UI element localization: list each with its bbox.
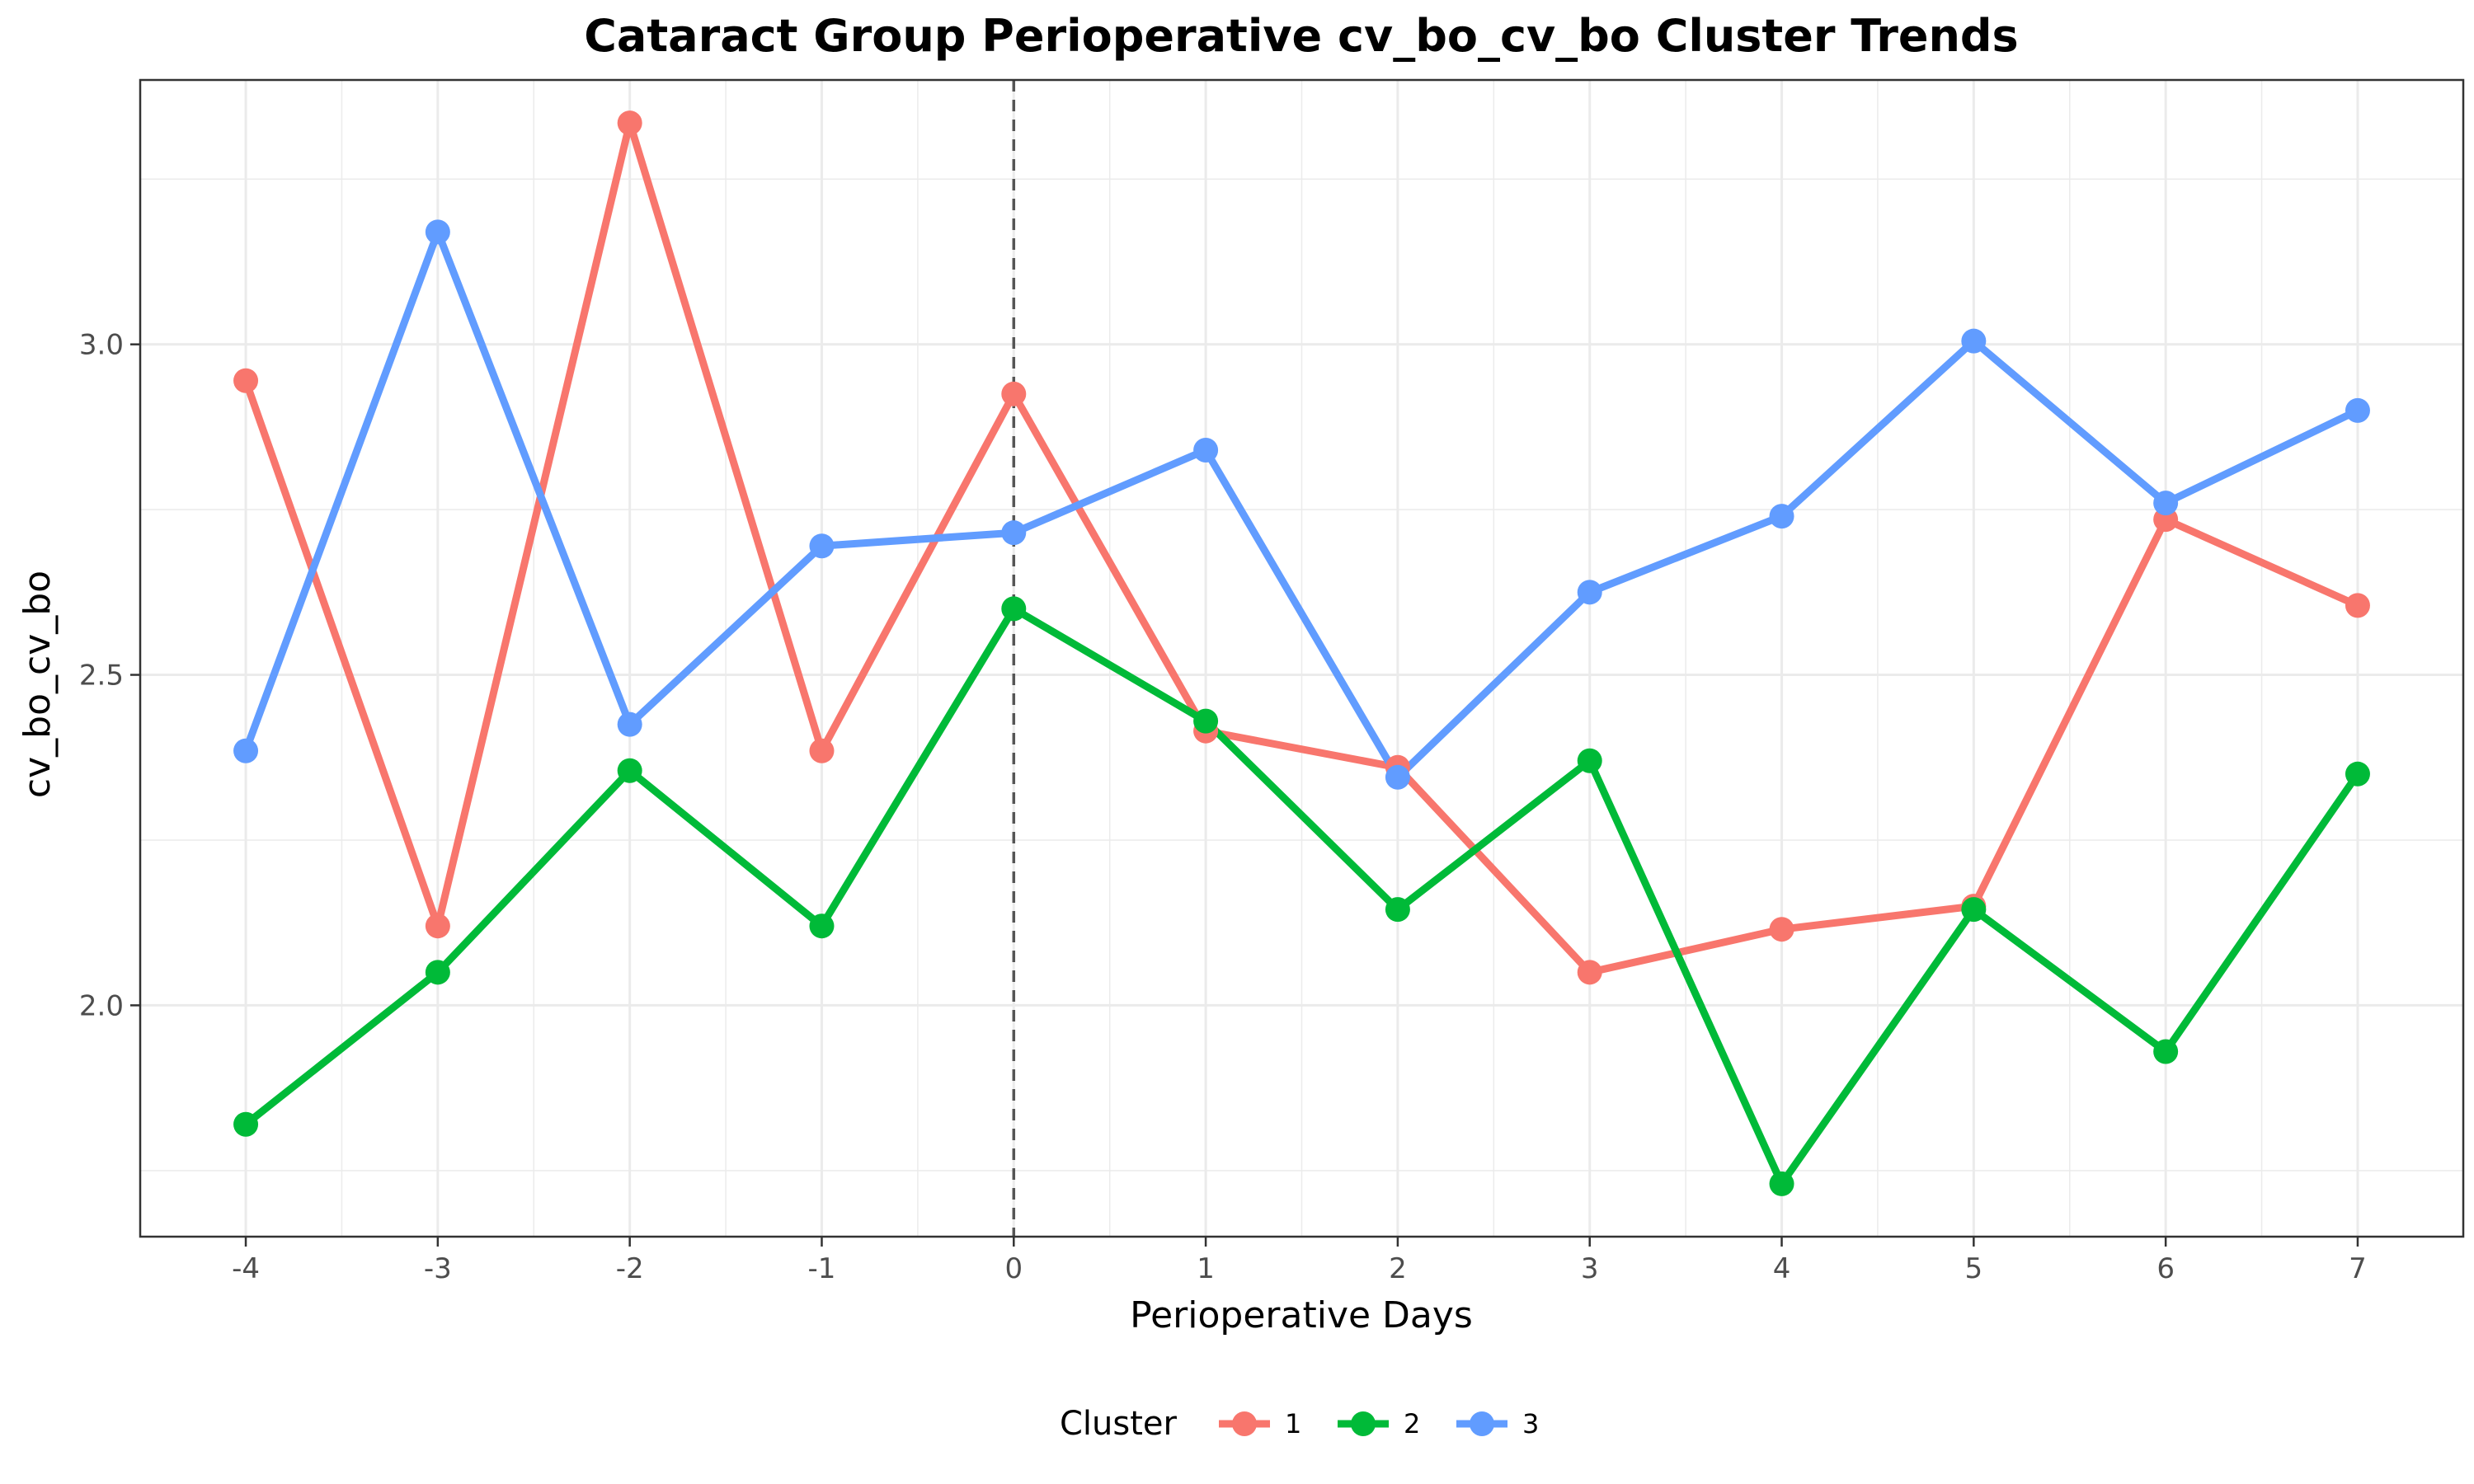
data-point-cluster-3	[1961, 328, 1987, 354]
series-line-cluster-1	[242, 119, 2362, 976]
x-tick-label: 0	[1004, 1252, 1023, 1285]
data-point-cluster-1	[425, 913, 450, 939]
data-point-cluster-3	[1769, 504, 1794, 529]
x-tick-label: 5	[1965, 1252, 1983, 1285]
data-point-cluster-2	[1577, 748, 1602, 773]
data-point-cluster-2	[617, 758, 642, 783]
data-point-cluster-2	[2153, 1039, 2179, 1064]
legend-label-cluster-2: 2	[1404, 1408, 1420, 1439]
x-tick-label: 4	[1773, 1252, 1791, 1285]
x-axis-title: Perioperative Days	[1130, 1294, 1473, 1336]
x-tick-label: 7	[2349, 1252, 2367, 1285]
legend: Cluster 1 2 3	[1060, 1405, 1539, 1443]
x-tick-label: 1	[1197, 1252, 1215, 1285]
data-point-cluster-3	[2345, 397, 2370, 423]
y-tick-label: 2.5	[79, 660, 124, 693]
legend-key-point-cluster-3	[1470, 1411, 1494, 1436]
data-point-cluster-2	[809, 913, 835, 939]
series-line-cluster-3	[242, 228, 2362, 782]
y-tick-label: 3.0	[79, 329, 124, 362]
legend-title: Cluster	[1060, 1405, 1178, 1443]
data-point-cluster-1	[617, 110, 642, 136]
data-point-cluster-1	[809, 738, 835, 763]
data-point-cluster-2	[425, 960, 450, 985]
data-point-cluster-1	[233, 368, 259, 393]
data-point-cluster-3	[233, 738, 259, 763]
data-point-cluster-2	[1385, 897, 1410, 923]
series-line-cluster-2	[242, 604, 2362, 1188]
x-tick-label: -2	[616, 1252, 644, 1285]
x-tick-label: 2	[1389, 1252, 1407, 1285]
data-point-cluster-3	[1385, 764, 1410, 790]
data-point-cluster-3	[425, 219, 450, 245]
data-point-cluster-2	[1769, 1171, 1794, 1196]
data-point-cluster-2	[1193, 708, 1219, 734]
x-tick-label: 3	[1581, 1252, 1599, 1285]
data-point-cluster-3	[1577, 580, 1602, 605]
x-tick-label: -1	[808, 1252, 836, 1285]
data-point-cluster-3	[617, 711, 642, 737]
legend-key-point-cluster-1	[1232, 1411, 1257, 1436]
data-point-cluster-1	[1769, 917, 1794, 942]
x-tick-label: -3	[424, 1252, 452, 1285]
data-point-cluster-1	[2345, 593, 2370, 618]
legend-label-cluster-1: 1	[1285, 1408, 1301, 1439]
data-point-cluster-3	[1001, 520, 1027, 546]
data-point-cluster-2	[1001, 596, 1027, 622]
data-point-cluster-1	[1001, 381, 1027, 406]
data-point-cluster-2	[1961, 897, 1987, 923]
legend-label-cluster-3: 3	[1522, 1408, 1539, 1439]
data-point-cluster-3	[809, 533, 835, 559]
plot-area: -4 -3 -2 -1 0 1 2 3 4 5 6 7 2.0 2.5 3.0	[79, 78, 2465, 1285]
legend-key-point-cluster-2	[1351, 1411, 1376, 1436]
data-point-cluster-3	[2153, 491, 2179, 516]
chart-title: Cataract Group Perioperative cv_bo_cv_bo…	[584, 10, 2018, 62]
data-point-cluster-3	[1193, 437, 1219, 463]
data-point-cluster-2	[2345, 761, 2370, 787]
data-point-cluster-2	[233, 1111, 259, 1137]
x-tick-label: -4	[232, 1252, 260, 1285]
y-tick-label: 2.0	[79, 989, 124, 1022]
data-point-cluster-1	[1577, 960, 1602, 985]
plot-border	[139, 78, 2465, 1238]
x-tick-label: 6	[2157, 1252, 2175, 1285]
y-axis-title: cv_bo_cv_bo	[16, 571, 59, 798]
